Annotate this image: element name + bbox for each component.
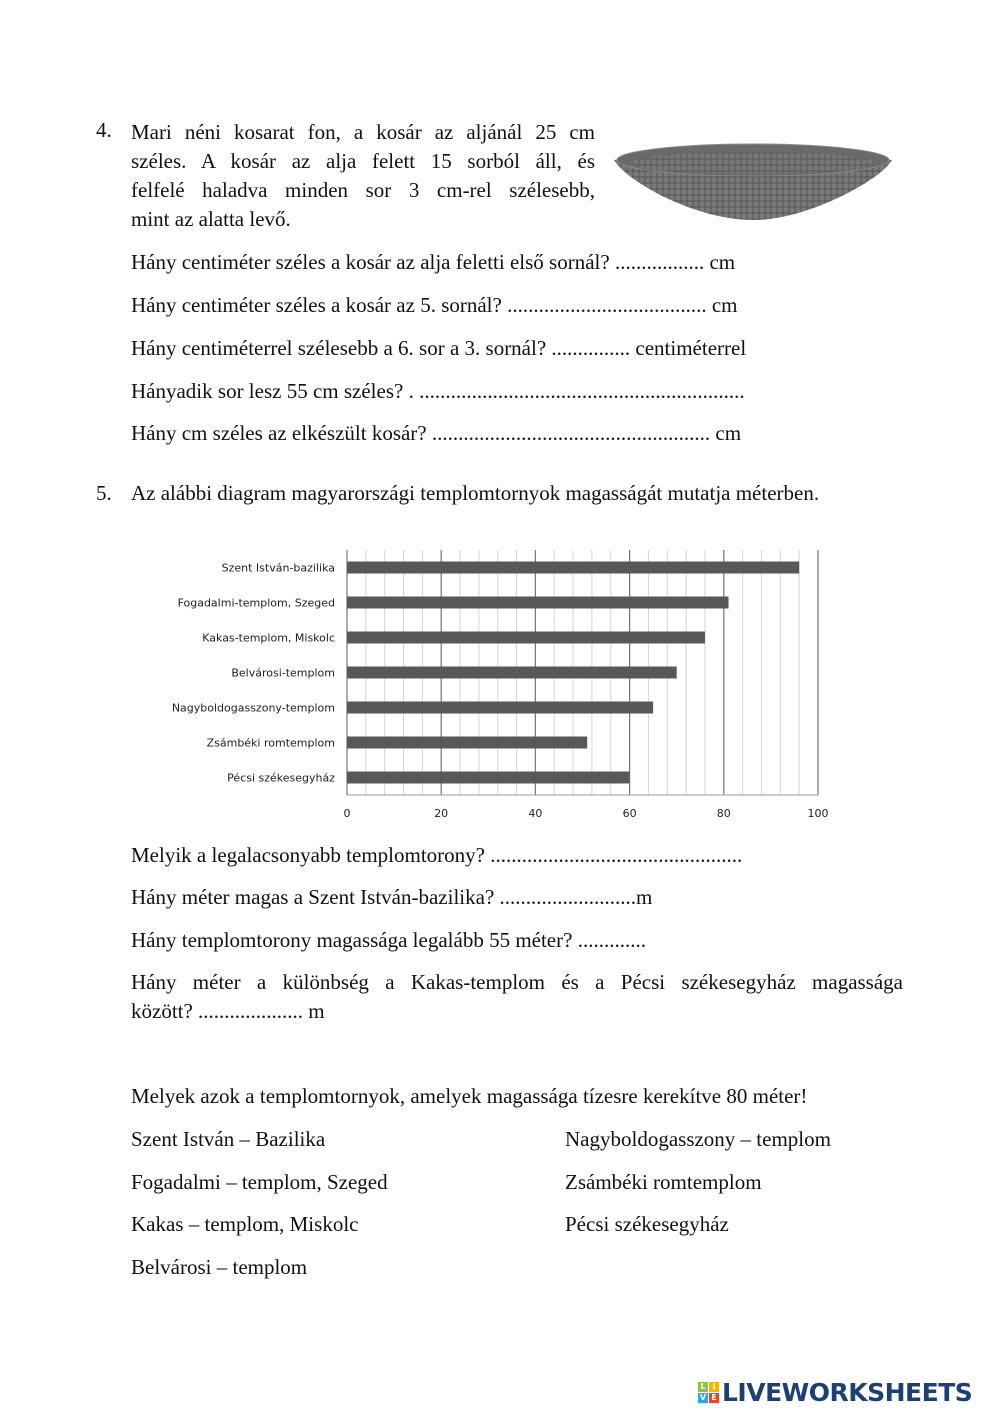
question: Hány centiméter széles a kosár az 5. sor… [131,293,738,317]
task-5-intro: Az alábbi diagram magyarországi templomt… [131,481,820,505]
question: Hányadik sor lesz 55 cm széles? . ......… [131,379,745,403]
category-label: Fogadalmi-templom, Szeged [178,597,335,610]
bar [347,701,654,714]
question-continued: között? .................... m [131,999,325,1023]
option-right[interactable]: Pécsi székesegyház [565,1212,729,1236]
question: Hány centiméterrel szélesebb a 6. sor a … [131,336,747,360]
logo-text: LIVEWORKSHEETS [722,1378,973,1407]
option-left[interactable]: Kakas – templom, Miskolc [131,1212,359,1236]
bar [347,561,800,574]
rounding-question: Melyek azok a templomtornyok, amelyek ma… [131,1084,808,1108]
x-tick-label: 100 [808,807,829,820]
question: Hány centiméter széles a kosár az alja f… [131,250,736,274]
question: Hány templomtorony magassága legalább 55… [131,928,646,952]
x-tick-label: 0 [344,807,351,820]
question: Hány cm széles az elkészült kosár? .....… [131,421,742,445]
bar [347,666,677,679]
category-label: Belvárosi-templom [231,667,335,680]
option-left[interactable]: Fogadalmi – templom, Szeged [131,1170,388,1194]
x-tick-label: 80 [717,807,731,820]
bar [347,631,705,644]
category-label: Szent István-bazilika [222,562,335,575]
option-right[interactable]: Nagyboldogasszony – templom [565,1127,831,1151]
intro-line: Mari néni kosarat fon, a kosár az aljáná… [131,120,595,144]
x-tick-label: 40 [528,807,542,820]
question: Hány méter a különbség a Kakas-templom é… [131,970,903,994]
bar [347,736,588,749]
category-label: Pécsi székesegyház [227,772,335,785]
liveworksheets-logo: L I V E LIVEWORKSHEETS [698,1378,973,1407]
task-4-number: 4. [96,118,112,142]
question: Hány méter magas a Szent István-bazilika… [131,885,653,909]
intro-line: felfelé haladva minden sor 3 cm-rel szél… [131,178,595,202]
option-left[interactable]: Szent István – Bazilika [131,1127,326,1151]
category-label: Kakas-templom, Miskolc [202,632,335,645]
question: Melyik a legalacsonyabb templomtorony? .… [131,843,743,867]
basket-image [614,143,892,220]
option-right[interactable]: Zsámbéki romtemplom [565,1170,762,1194]
task-5-number: 5. [96,481,112,505]
intro-line: széles. A kosár az alja felett 15 sorból… [131,149,595,173]
option-left[interactable]: Belvárosi – templom [131,1255,308,1279]
bar-chart: 0 20 40 60 80 100 Szent István-bazilika Fogadal… [172,550,829,820]
task-4-intro: Mari néni kosarat fon, a kosár az aljáná… [131,118,595,234]
category-label: Zsámbéki romtemplom [207,737,335,750]
bar [347,596,729,609]
x-tick-label: 20 [434,807,448,820]
bar [347,771,630,784]
x-tick-label: 60 [623,807,637,820]
intro-line: mint az alatta levő. [131,207,291,231]
logo-cube-icon: L I V E [698,1382,719,1403]
category-label: Nagyboldogasszony-templom [172,702,335,715]
